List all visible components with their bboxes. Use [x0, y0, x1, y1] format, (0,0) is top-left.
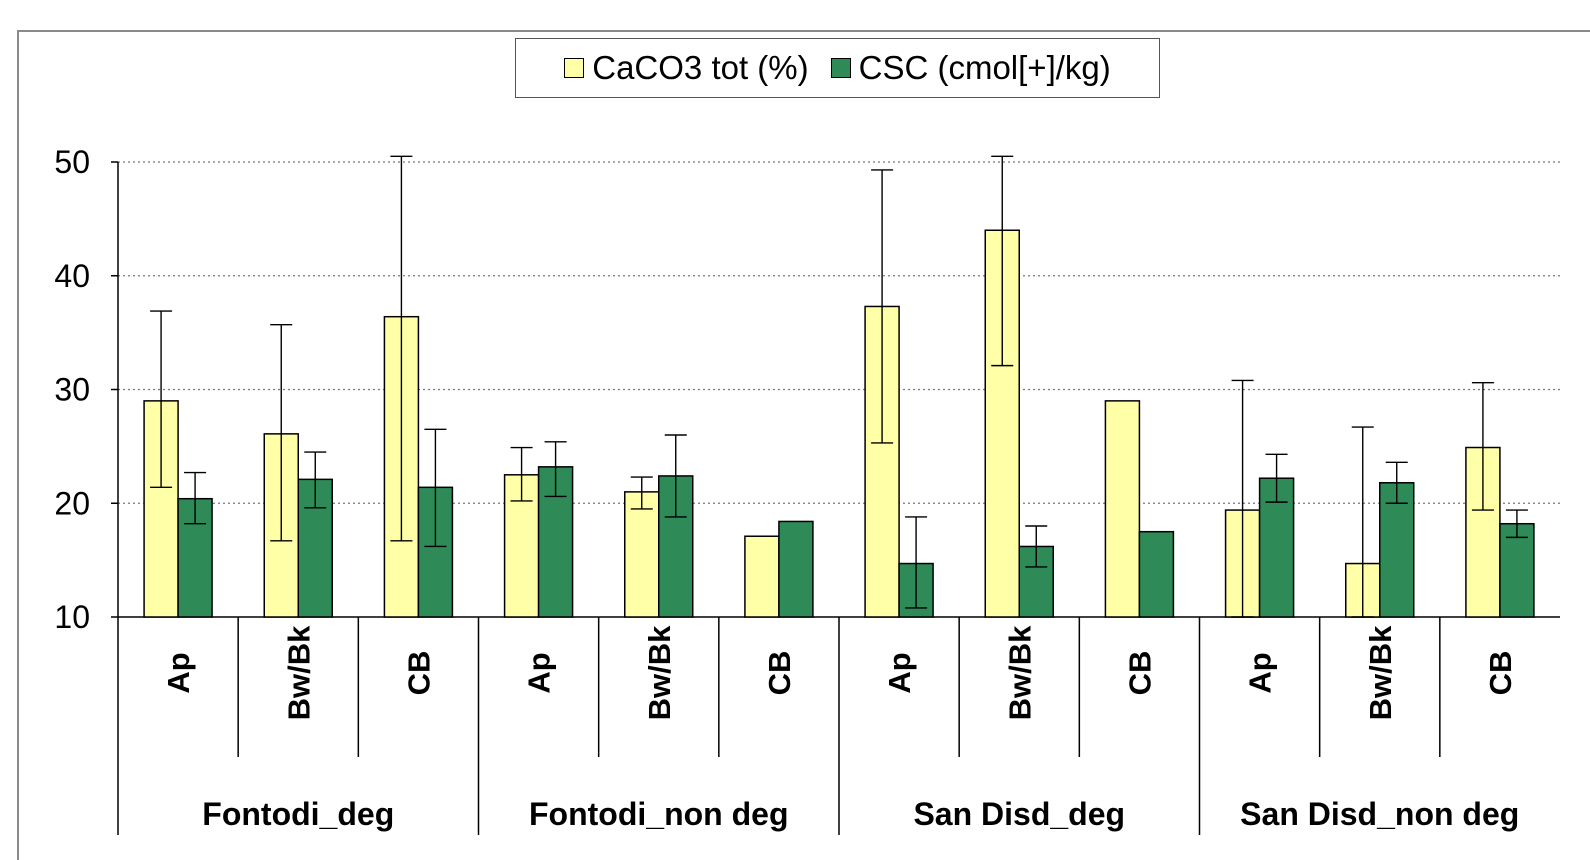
y-tick-label: 30 [54, 372, 90, 408]
bar-caco3 [1104, 400, 1141, 618]
bar-caco3 [624, 491, 660, 618]
bar-csc [778, 520, 814, 618]
x-category-label: Bw/Bk [1002, 625, 1037, 721]
x-category-label: Bw/Bk [1363, 625, 1398, 721]
bar-csc [1379, 482, 1415, 618]
chart-frame [17, 30, 1590, 860]
x-group-label: Fontodi_deg [202, 796, 394, 832]
bar-csc [1018, 545, 1054, 618]
legend-swatch-csc [830, 58, 851, 78]
x-group-label: San Disd_non deg [1240, 796, 1519, 832]
bar-csc [1499, 522, 1535, 618]
x-category-label: Bw/Bk [281, 625, 316, 721]
bar-csc [658, 475, 694, 618]
x-group-label: San Disd_deg [913, 796, 1125, 832]
legend: CaCO3 tot (%) CSC (cmol[+]/kg) [515, 38, 1160, 98]
x-category-label: CB [1483, 651, 1518, 696]
legend-label-csc: CSC (cmol[+]/kg) [858, 49, 1111, 86]
bar-caco3 [744, 535, 780, 618]
x-category-label: CB [401, 651, 436, 696]
x-category-label: CB [762, 651, 797, 696]
y-tick-label: 20 [54, 485, 90, 521]
x-category-label: Ap [882, 652, 917, 693]
x-group-label: Fontodi_non deg [529, 796, 789, 832]
y-tick-label: 50 [54, 144, 90, 180]
legend-swatch-caco3 [564, 58, 585, 78]
x-category-label: CB [1122, 651, 1157, 696]
legend-label-caco3: CaCO3 tot (%) [592, 49, 809, 86]
bar-csc [1138, 530, 1175, 618]
bar-csc [1258, 477, 1295, 618]
legend-item-caco3: CaCO3 tot (%) [564, 49, 809, 87]
legend-item-csc: CSC (cmol[+]/kg) [830, 49, 1111, 87]
x-category-label: Bw/Bk [642, 625, 677, 721]
x-category-label: Ap [161, 652, 196, 693]
y-tick-label: 40 [54, 258, 90, 294]
x-category-label: Ap [1243, 652, 1278, 693]
y-tick-label: 10 [54, 599, 90, 635]
x-category-label: Ap [522, 652, 557, 693]
